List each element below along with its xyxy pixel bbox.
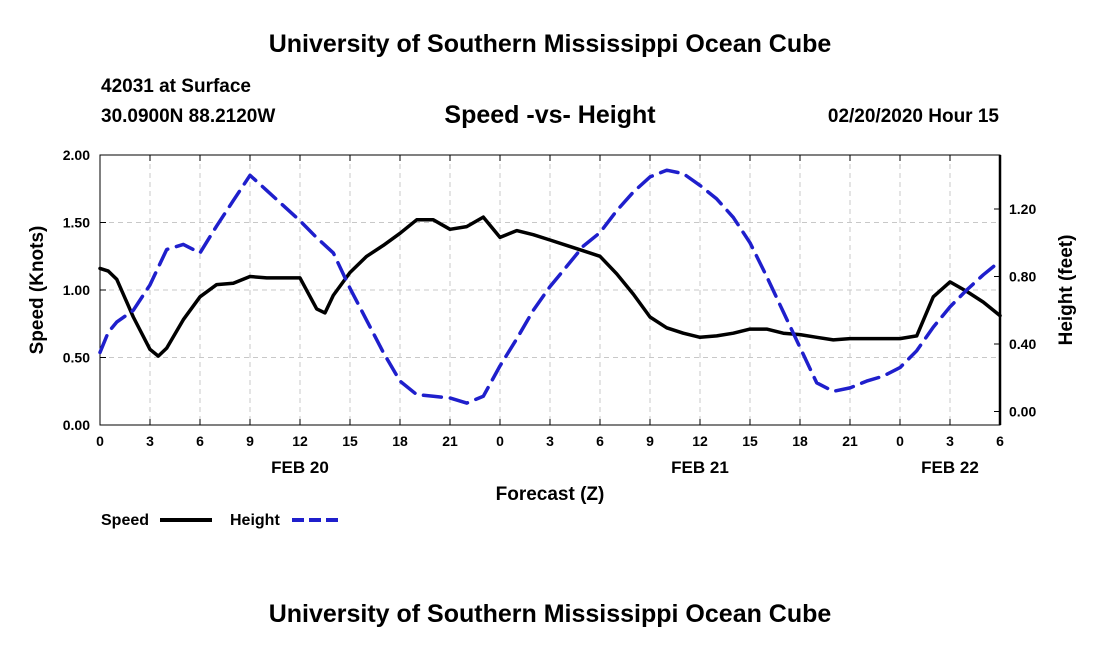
x-tick-label: 6 [996, 433, 1004, 449]
x-tick-label: 12 [692, 433, 708, 449]
y2-axis-label: Height (feet) [1056, 235, 1077, 346]
legend-speed-label: Speed [101, 512, 149, 529]
coordinates-label: 30.0900N 88.2120W [101, 106, 276, 127]
x-tick-label: 12 [292, 433, 308, 449]
x-tick-label: 0 [896, 433, 904, 449]
title-top: University of Southern Mississippi Ocean… [268, 30, 832, 58]
title-bottom: University of Southern Mississippi Ocean… [268, 600, 832, 628]
series-group [98, 168, 1002, 405]
x-tick-label: 18 [792, 433, 808, 449]
datetime-label: 02/20/2020 Hour 15 [827, 106, 999, 127]
x-tick-label: 6 [196, 433, 204, 449]
y-tick-label: 0.00 [63, 417, 90, 433]
x-tick-label: 6 [596, 433, 604, 449]
chart-title: Speed -vs- Height [444, 101, 656, 129]
x-tick-label: 15 [742, 433, 758, 449]
date-label: FEB 21 [671, 458, 729, 477]
y2-tick-label: 0.40 [1009, 336, 1036, 352]
y2-tick-label: 0.80 [1009, 269, 1036, 285]
date-label: FEB 22 [921, 458, 979, 477]
grid-lines [100, 155, 1000, 425]
y-tick-label: 2.00 [63, 147, 90, 163]
station-label: 42031 at Surface [101, 76, 251, 97]
series-line-height [98, 168, 1002, 405]
x-tick-label: 3 [946, 433, 954, 449]
x-tick-label: 3 [146, 433, 154, 449]
axes: 0 3 6 9 12 15 18 21 0 3 6 9 12 15 18 21 0 3 6 0.00 0.50 1.00 1… [63, 147, 1037, 477]
legend-height-label: Height [230, 512, 280, 529]
y-tick-label: 0.50 [63, 350, 90, 366]
y2-tick-label: 1.20 [1009, 201, 1036, 217]
series-line-speed [98, 215, 1002, 358]
date-label: FEB 20 [271, 458, 329, 477]
y-tick-label: 1.00 [63, 282, 90, 298]
x-tick-label: 9 [646, 433, 654, 449]
x-tick-label: 21 [442, 433, 458, 449]
x-tick-label: 21 [842, 433, 858, 449]
x-tick-label: 0 [496, 433, 504, 449]
x-tick-label: 3 [546, 433, 554, 449]
y-tick-label: 1.50 [63, 215, 90, 231]
x-tick-label: 15 [342, 433, 358, 449]
x-tick-label: 0 [96, 433, 104, 449]
y-axis-label: Speed (Knots) [27, 226, 48, 355]
legend: Speed Height [101, 512, 342, 529]
x-tick-label: 18 [392, 433, 408, 449]
x-axis-label: Forecast (Z) [496, 484, 605, 505]
x-tick-label: 9 [246, 433, 254, 449]
y2-tick-label: 0.00 [1009, 404, 1036, 420]
